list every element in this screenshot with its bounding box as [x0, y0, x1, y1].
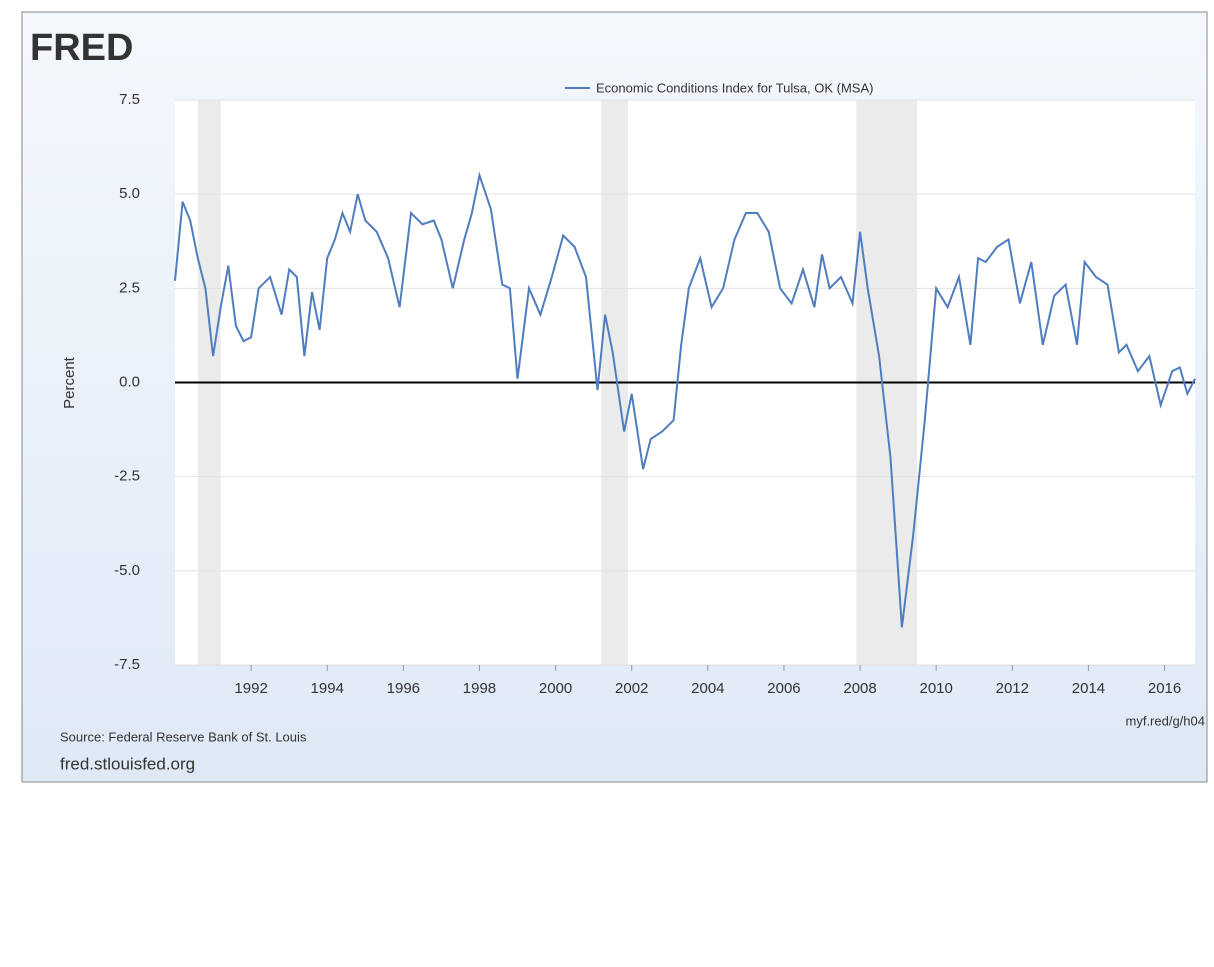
y-tick-label: -5.0 — [114, 562, 140, 579]
x-tick-label: 2002 — [615, 680, 648, 697]
x-tick-label: 1992 — [234, 680, 267, 697]
logo: FRED — [30, 27, 133, 69]
series-line — [174, 171, 1196, 628]
x-tick-label: 1994 — [311, 680, 344, 697]
legend-label: Economic Conditions Index for Tulsa, OK … — [596, 80, 873, 95]
y-tick-label: -2.5 — [114, 468, 140, 485]
x-tick-label: 2012 — [996, 680, 1029, 697]
x-tick-label: 2008 — [843, 680, 876, 697]
x-tick-label: 2014 — [1072, 680, 1105, 697]
site: fred.stlouisfed.org — [60, 754, 195, 773]
x-tick-label: 2016 — [1148, 680, 1181, 697]
y-axis-label: Percent — [61, 356, 78, 409]
x-tick-label: 2000 — [539, 680, 572, 697]
y-tick-label: 7.5 — [119, 91, 140, 108]
y-tick-label: 2.5 — [119, 279, 140, 296]
x-tick-label: 1996 — [387, 680, 420, 697]
x-tick-label: 2004 — [691, 680, 724, 697]
x-tick-label: 2006 — [767, 680, 800, 697]
y-tick-label: -7.5 — [114, 656, 140, 673]
source: Source: Federal Reserve Bank of St. Loui… — [60, 729, 307, 744]
y-tick-label: 5.0 — [119, 185, 140, 202]
y-tick-label: 0.0 — [119, 373, 140, 390]
x-tick-label: 2010 — [920, 680, 953, 697]
link: myf.red/g/h04 — [1126, 713, 1206, 728]
x-tick-label: 1998 — [463, 680, 496, 697]
